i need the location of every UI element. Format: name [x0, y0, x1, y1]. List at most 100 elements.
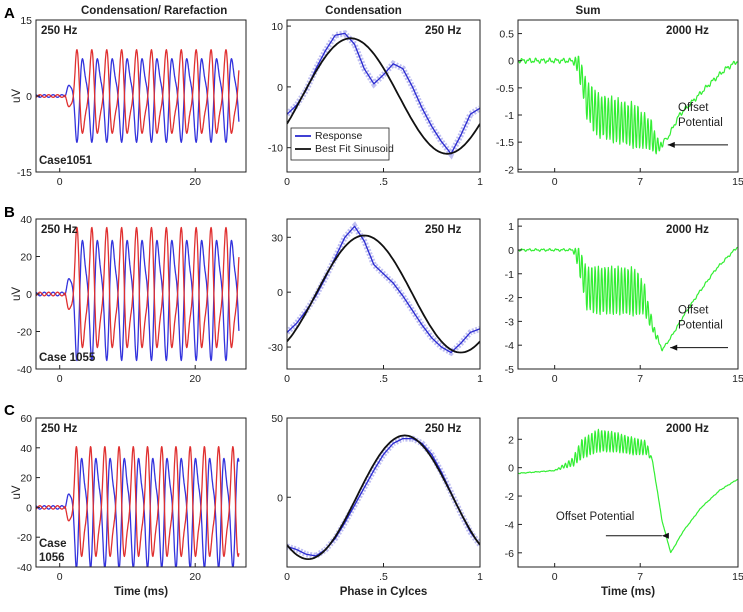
chart-b-1: 0 20 -40 -20 0 20 40 250 Hz uV Case 1055: [11, 214, 247, 385]
x-tick-label-c-2: 0: [284, 571, 290, 583]
frequency-label-b-1: 250 Hz: [41, 224, 78, 236]
y-tick-label-c-3: -2: [505, 491, 514, 503]
y-tick-label-c-2: 0: [277, 492, 283, 504]
plot-area-c-1: [36, 445, 240, 567]
y-tick-label-b-3: -4: [505, 340, 514, 352]
annotation-arrowhead-b-3: [670, 344, 678, 351]
response-error-band-c-2: [287, 435, 480, 560]
annotation-arrowhead-c-3: [661, 532, 669, 539]
y-tick-label-c-2: 50: [271, 413, 283, 425]
axes-frame-c-3: [517, 417, 739, 568]
panel-letter-a: A: [4, 5, 15, 22]
x-tick-label-b-3: 7: [637, 373, 643, 385]
frequency-label-a-2: 250 Hz: [425, 25, 462, 37]
y-tick-label-b-1: 0: [26, 289, 32, 301]
y-tick-label-c-1: 20: [20, 473, 32, 485]
response-error-band-b-2: [287, 221, 480, 357]
series-condensation-c-1: [36, 457, 240, 567]
x-tick-label-a-2: 0: [284, 176, 290, 188]
axes-frame-b-3: [517, 218, 739, 370]
plot-area-a-1: [36, 49, 240, 143]
series-sum-c-3: [518, 428, 738, 554]
y-axis-label-b-1: uV: [11, 287, 23, 301]
legend-entry-a-2: Response: [315, 130, 362, 142]
panel-letter-b: B: [4, 204, 15, 221]
case-label-c-1: Case 1056: [39, 538, 67, 564]
series-response-a-2: [287, 32, 480, 155]
panel-letter-c: C: [4, 402, 15, 419]
x-tick-label-b-2: 0: [284, 373, 290, 385]
chart-a-2: 0 .5 1 -10 0 10 Condensation 250 Hz ResponseBest…: [268, 5, 483, 188]
series-sum-a-3: [518, 55, 738, 155]
y-tick-label-b-1: 20: [20, 252, 32, 264]
y-tick-label-a-1: 0: [26, 91, 32, 103]
frequency-label-b-3: 2000 Hz: [666, 224, 709, 236]
series-sum-b-3: [518, 246, 738, 352]
y-tick-label-b-3: -2: [505, 293, 514, 305]
y-tick-label-c-1: 60: [20, 413, 32, 425]
legend-box-a-2: [290, 127, 390, 161]
series-rarefaction-c-1: [36, 445, 240, 558]
x-tick-label-c-1: 0: [57, 571, 63, 583]
annotation-arrowhead-a-3: [667, 141, 675, 148]
annotation-offset-potential-c-3: Offset Potential: [556, 511, 669, 539]
y-tick-label-a-3: -1: [505, 110, 514, 122]
chart-b-3: 0 7 15 1 0 -1 -2 -3 -4 -5 2000 Hz Offset Potential: [505, 218, 743, 385]
series-condensation-b-1: [36, 239, 240, 362]
frequency-label-c-1: 250 Hz: [41, 423, 78, 435]
y-axis-label-c-1: uV: [11, 485, 23, 499]
y-tick-label-c-1: 0: [26, 502, 32, 514]
frequency-label-a-3: 2000 Hz: [666, 25, 709, 37]
chart-a-3: 0 7 15 0.5 0 -0.5 -1 -1.5 -2 Sum 2000 Hz Offset Pote…: [496, 5, 743, 188]
plot-area-c-2: [287, 434, 480, 560]
frequency-label-c-3: 2000 Hz: [666, 423, 709, 435]
case-label-b-1: Case 1055: [39, 352, 96, 364]
y-tick-label-c-1: -20: [17, 532, 32, 544]
x-tick-label-c-2: .5: [379, 571, 388, 583]
annotation-text-a-3: Potential: [678, 117, 723, 129]
x-tick-label-b-2: .5: [379, 373, 388, 385]
x-tick-label-a-3: 7: [637, 176, 643, 188]
case-label-a-1: Case1051: [39, 155, 93, 167]
plot-area-b-2: [287, 221, 480, 357]
y-tick-label-a-1: 15: [20, 15, 32, 27]
x-tick-label-b-2: 1: [477, 373, 483, 385]
y-tick-label-b-3: 0: [508, 245, 514, 257]
y-tick-label-b-2: -30: [268, 342, 283, 354]
x-tick-label-b-1: 20: [189, 373, 201, 385]
y-tick-label-c-3: 0: [508, 463, 514, 475]
x-tick-label-a-3: 0: [552, 176, 558, 188]
annotation-text-a-3: Offset: [678, 102, 709, 114]
y-tick-label-a-2: 0: [277, 82, 283, 94]
x-tick-label-a-1: 20: [189, 176, 201, 188]
chart-c-3: 0 7 15 2 0 -2 -4 -6 2000 Hz Time (ms) Offset Poten…: [505, 417, 743, 598]
y-tick-label-c-3: 2: [508, 434, 514, 446]
y-tick-label-a-2: -10: [268, 143, 283, 155]
annotation-text-b-3: Offset: [678, 305, 709, 317]
series-best-fit-sinusoid-b-2: [287, 234, 480, 354]
x-tick-label-b-3: 0: [552, 373, 558, 385]
y-tick-label-c-3: -6: [505, 548, 514, 560]
chart-title-a-3: Sum: [576, 5, 601, 17]
x-tick-label-a-3: 15: [732, 176, 743, 188]
axes-frame-a-3: [517, 19, 739, 173]
frequency-label-a-1: 250 Hz: [41, 25, 78, 37]
plot-area-b-3: [518, 246, 738, 352]
y-tick-label-b-2: 30: [271, 232, 283, 244]
x-tick-label-b-1: 0: [57, 373, 63, 385]
y-tick-label-c-1: -40: [17, 562, 32, 574]
legend-entry-a-2: Best Fit Sinusoid: [315, 143, 394, 155]
y-tick-label-a-3: 0: [508, 56, 514, 68]
series-rarefaction-b-1: [36, 226, 240, 349]
y-tick-label-b-3: -5: [505, 364, 514, 376]
y-tick-label-c-3: -4: [505, 519, 514, 531]
y-tick-label-b-2: 0: [277, 287, 283, 299]
x-axis-label-c-1: Time (ms): [114, 586, 168, 598]
x-tick-label-a-2: .5: [379, 176, 388, 188]
y-tick-label-a-3: -1.5: [496, 137, 514, 149]
x-axis-label-c-3: Time (ms): [601, 586, 655, 598]
y-tick-label-a-3: -2: [505, 164, 514, 176]
annotation-text-b-3: Potential: [678, 320, 723, 332]
chart-title-a-2: Condensation: [325, 5, 402, 17]
